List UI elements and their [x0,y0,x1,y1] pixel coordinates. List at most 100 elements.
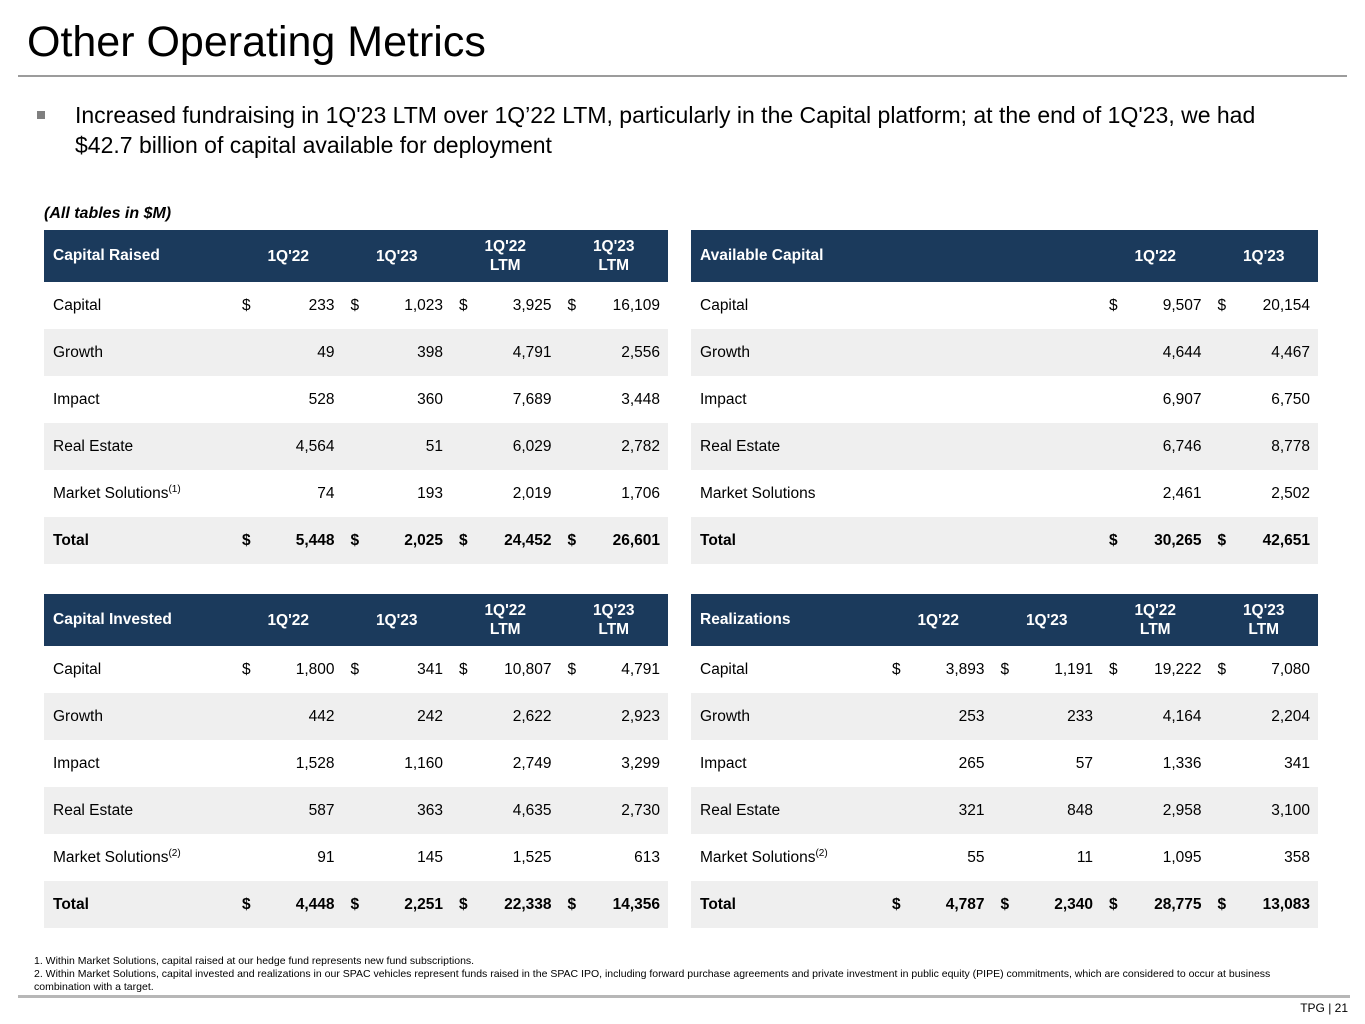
value-cell: 363 [342,787,451,834]
value-text: 4,787 [945,895,985,913]
value-text: 57 [1075,754,1093,772]
column-header: 1Q'22 [234,230,343,282]
value-cell: 1,525 [451,834,560,881]
value-text: 145 [417,848,443,866]
dollar-sign: $ [350,660,360,678]
value-text: 2,025 [404,531,443,549]
table-header-row: Capital Invested 1Q'22 1Q'23 1Q'22 LTM 1Q'23… [44,594,668,646]
value-cell: $1,800 [234,646,343,693]
dollar-sign: $ [459,296,468,314]
value-text: 2,461 [1162,484,1202,502]
row-label: Impact [691,740,884,787]
value-text: 193 [417,484,443,502]
row-label-text: Market Solutions [700,484,816,502]
footnote-reference: (2) [168,847,181,859]
value-cell: 265 [884,740,993,787]
table-title: Available Capital [691,230,1101,282]
value-text: 74 [317,484,335,502]
value-cell: 3,100 [1209,787,1318,834]
value-text: 28,775 [1154,895,1202,913]
column-header: 1Q'23 [992,594,1101,646]
row-label: Market Solutions(2) [691,834,884,881]
column-header: 1Q'22 [1101,230,1210,282]
value-text: 22,338 [504,895,552,913]
value-cell: 398 [342,329,451,376]
value-cell: 587 [234,787,343,834]
row-label-text: Impact [700,390,747,408]
value-cell: 442 [234,693,343,740]
value-cell: $42,651 [1209,517,1318,564]
table-row: Market Solutions(1) 74 193 2,019 1,706 [44,470,668,517]
value-text: 49 [317,343,335,361]
value-text: 11 [1076,848,1093,866]
value-cell: 193 [342,470,451,517]
capital-raised-table: Capital Raised 1Q'22 1Q'23 1Q'22 LTM 1Q'23 L… [44,230,668,564]
dollar-sign: $ [350,531,360,549]
value-text: 91 [317,848,335,866]
table-row: Real Estate 321 848 2,958 3,100 [691,787,1318,834]
value-cell: $4,787 [884,881,993,928]
value-text: 4,635 [512,801,552,819]
table-row: Growth 442 242 2,622 2,923 [44,693,668,740]
table-row: Capital $1,800 $341 $10,807 $4,791 [44,646,668,693]
value-cell: 4,644 [1101,329,1210,376]
value-cell: $28,775 [1101,881,1210,928]
table-row: Capital $9,507 $20,154 [691,282,1318,329]
value-cell: $3,925 [451,282,560,329]
value-text: 2,204 [1271,707,1310,725]
dollar-sign: $ [1217,895,1227,913]
row-label: Growth [44,329,234,376]
value-cell: 3,448 [559,376,668,423]
title-divider [18,75,1347,77]
value-text: 2,556 [621,343,660,361]
dollar-sign: $ [1217,660,1227,678]
value-text: 1,800 [295,660,335,678]
row-label-text: Total [53,895,89,913]
row-label-text: Market Solutions [700,848,816,866]
table-row: Total $4,787 $2,340 $28,775 $13,083 [691,881,1318,928]
value-text: 4,164 [1162,707,1202,725]
row-label: Total [44,517,234,564]
value-cell: 358 [1209,834,1318,881]
value-cell: 6,750 [1209,376,1318,423]
value-text: 14,356 [612,895,660,913]
row-label: Market Solutions(1) [44,470,234,517]
footnote-2: 2. Within Market Solutions, capital inve… [34,968,1271,993]
value-cell: 341 [1209,740,1318,787]
value-text: 4,791 [512,343,552,361]
value-text: 5,448 [295,531,335,549]
value-text: 19,222 [1154,660,1202,678]
bullet-square-icon [37,111,45,119]
row-label: Capital [44,282,234,329]
value-text: 1,095 [1162,848,1202,866]
row-label: Total [691,881,884,928]
row-label-text: Impact [53,754,100,772]
value-cell: 613 [559,834,668,881]
dollar-sign: $ [1109,895,1118,913]
table-row: Real Estate 6,746 8,778 [691,423,1318,470]
table-row: Growth 4,644 4,467 [691,329,1318,376]
dollar-sign: $ [567,895,577,913]
table-row: Impact 528 360 7,689 3,448 [44,376,668,423]
row-label-text: Impact [700,754,747,772]
row-label: Real Estate [691,787,884,834]
value-text: 341 [1284,754,1310,772]
page-number: TPG | 21 [1300,1001,1348,1015]
tables-unit-note: (All tables in $M) [44,205,172,222]
value-text: 4,564 [295,437,335,455]
dollar-sign: $ [1109,531,1118,549]
value-cell: $10,807 [451,646,560,693]
value-text: 2,730 [621,801,660,819]
value-cell: $5,448 [234,517,343,564]
value-text: 398 [417,343,443,361]
footer-divider [18,995,1350,998]
value-cell: 1,706 [559,470,668,517]
value-cell: 3,299 [559,740,668,787]
row-label-text: Capital [53,660,102,678]
value-cell: 4,164 [1101,693,1210,740]
value-cell: 2,923 [559,693,668,740]
value-cell: 1,528 [234,740,343,787]
row-label: Market Solutions(2) [44,834,234,881]
table-row: Real Estate 4,564 51 6,029 2,782 [44,423,668,470]
row-label-text: Growth [53,343,103,361]
